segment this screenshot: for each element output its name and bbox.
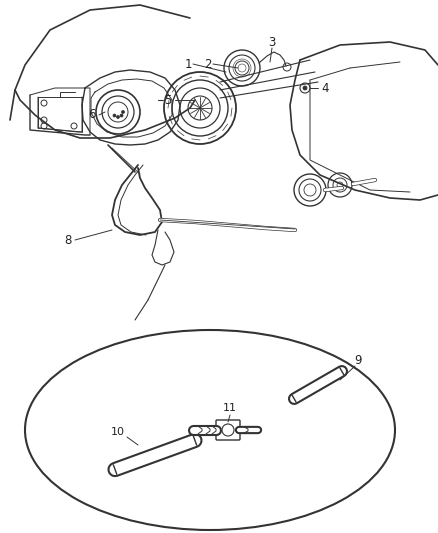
Circle shape <box>292 396 297 401</box>
Circle shape <box>112 466 118 473</box>
Text: 2: 2 <box>204 58 212 70</box>
Circle shape <box>117 116 120 118</box>
Text: 6: 6 <box>88 109 96 122</box>
Text: 8: 8 <box>64 233 72 246</box>
Text: 11: 11 <box>223 403 237 413</box>
Text: 10: 10 <box>111 427 125 437</box>
Circle shape <box>120 114 123 117</box>
Circle shape <box>113 114 116 117</box>
Text: 9: 9 <box>354 353 362 367</box>
Circle shape <box>339 369 344 374</box>
Text: 1: 1 <box>184 58 192 70</box>
Circle shape <box>121 110 124 114</box>
FancyBboxPatch shape <box>216 420 240 440</box>
Text: 5: 5 <box>164 93 172 107</box>
Text: 4: 4 <box>321 82 329 94</box>
Text: 3: 3 <box>268 36 276 49</box>
Circle shape <box>192 438 198 443</box>
Circle shape <box>303 86 307 90</box>
